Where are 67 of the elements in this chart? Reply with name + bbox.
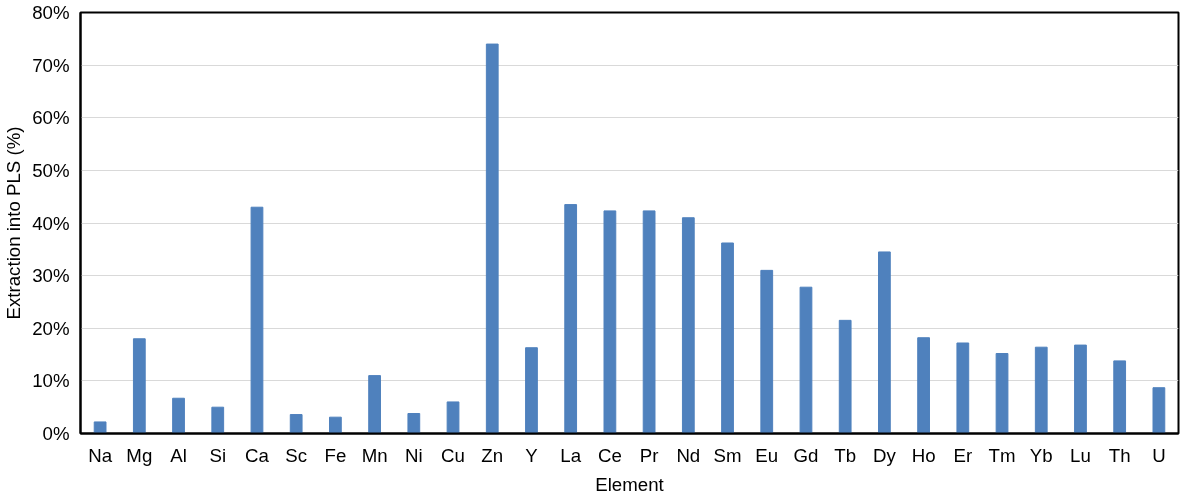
y-axis-title: Extraction into PLS (%) — [3, 126, 25, 320]
x-tick-label: Dy — [872, 444, 897, 466]
x-tick-label: La — [560, 444, 582, 466]
bar — [132, 338, 146, 434]
bar — [172, 397, 185, 434]
x-tick-label: Fe — [324, 444, 347, 466]
x-tick-label: Tm — [988, 444, 1016, 466]
y-tick-label: 20% — [32, 317, 70, 339]
bar — [368, 375, 381, 434]
x-tick-label: Sm — [713, 444, 742, 466]
x-tick-label: Yb — [1029, 444, 1053, 466]
bar — [446, 401, 460, 434]
bar — [995, 353, 1009, 434]
bar — [642, 210, 656, 434]
y-tick-label: 0% — [42, 423, 70, 444]
y-tick-label: 70% — [32, 54, 70, 76]
bar — [93, 421, 107, 434]
y-tick-label: 30% — [32, 265, 70, 287]
x-tick-label: Sc — [285, 444, 308, 466]
bar — [525, 347, 538, 434]
bar — [838, 319, 852, 434]
x-tick-label: Zn — [481, 444, 504, 466]
x-tick-label: Lu — [1070, 444, 1091, 466]
y-tick-label: 50% — [32, 159, 70, 181]
x-tick-label: Si — [209, 444, 227, 466]
bar — [485, 43, 499, 434]
bar — [289, 414, 303, 434]
x-tick-label: Ce — [597, 444, 622, 466]
x-tick-label: Na — [88, 444, 113, 466]
y-tick-label: 80% — [32, 2, 70, 23]
x-tick-label: Y — [525, 444, 539, 466]
bar — [407, 413, 421, 434]
y-tick-label: 60% — [32, 107, 70, 129]
x-tick-label: Nd — [676, 444, 701, 466]
x-tick-label: Th — [1108, 444, 1131, 466]
x-tick-label: Pr — [639, 444, 659, 466]
bar — [956, 342, 970, 434]
bar — [211, 406, 225, 434]
y-tick-label: 40% — [32, 212, 70, 234]
x-tick-label: Mn — [361, 444, 388, 466]
bar — [799, 286, 813, 434]
bar — [917, 337, 930, 434]
bar — [681, 217, 695, 434]
x-tick-label: U — [1152, 444, 1166, 466]
bar — [250, 206, 264, 434]
x-tick-label: Cu — [441, 444, 465, 466]
bar — [760, 269, 774, 434]
bar — [1034, 346, 1048, 434]
bar — [603, 210, 617, 434]
x-tick-label: Al — [170, 444, 187, 466]
x-tick-label: Ni — [405, 444, 423, 466]
bar — [1113, 360, 1127, 434]
y-tick-label: 10% — [32, 370, 70, 392]
x-tick-label: Ho — [911, 444, 936, 466]
x-tick-label: Ca — [245, 444, 270, 466]
x-tick-label: Mg — [126, 444, 153, 466]
x-tick-label: Gd — [793, 444, 819, 466]
x-tick-label: Eu — [755, 444, 779, 466]
bar — [878, 251, 891, 434]
x-tick-label: Er — [953, 444, 973, 466]
x-axis-title: Element — [595, 473, 665, 495]
bar — [1152, 387, 1166, 434]
bar — [329, 416, 342, 434]
bar — [1074, 344, 1087, 434]
x-tick-label: Tb — [834, 444, 857, 466]
bar — [564, 204, 578, 434]
bar — [721, 242, 734, 434]
